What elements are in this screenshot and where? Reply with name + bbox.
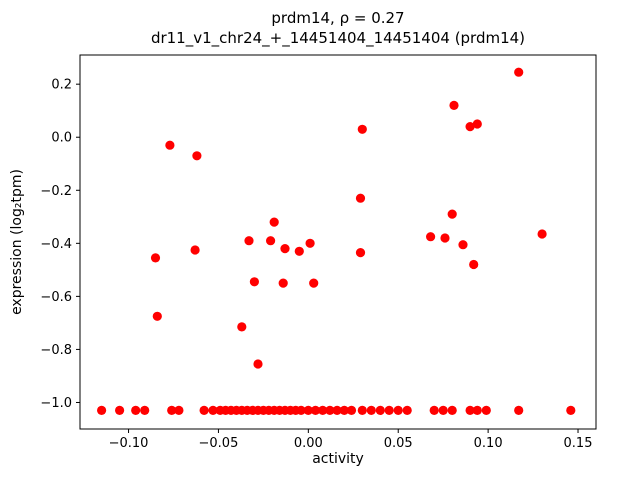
data-point — [426, 232, 436, 242]
data-point — [249, 277, 259, 287]
data-point — [339, 405, 349, 415]
x-tick-label: 0.00 — [294, 436, 323, 451]
chart-title: prdm14, ρ = 0.27 — [271, 9, 405, 27]
chart-subtitle: dr11_v1_chr24_+_14451404_14451404 (prdm1… — [150, 29, 526, 47]
y-tick-label: −0.6 — [40, 290, 72, 305]
data-point — [357, 124, 367, 134]
data-point — [384, 405, 394, 415]
data-point — [97, 405, 107, 415]
data-point — [438, 405, 448, 415]
data-point — [366, 405, 376, 415]
x-tick-label: −0.10 — [109, 436, 149, 451]
data-point — [514, 405, 524, 415]
data-point — [447, 209, 457, 219]
data-point — [472, 119, 482, 129]
x-tick-label: −0.05 — [199, 436, 239, 451]
data-point — [310, 405, 321, 415]
y-axis-label: expression (log₂tpm) — [9, 169, 25, 315]
data-point — [393, 405, 403, 415]
x-tick-label: 0.05 — [384, 436, 413, 451]
data-point — [355, 248, 366, 258]
data-point — [140, 405, 150, 415]
data-point — [465, 122, 475, 132]
data-point — [131, 405, 141, 415]
data-point — [309, 278, 319, 288]
data-point — [174, 405, 184, 415]
data-point — [167, 405, 177, 415]
data-point — [357, 405, 367, 415]
x-tick-label: 0.15 — [564, 436, 593, 451]
data-point — [305, 238, 315, 248]
data-point — [237, 322, 247, 332]
data-point — [325, 405, 335, 415]
data-point — [440, 233, 450, 243]
y-tick-label: −1.0 — [40, 396, 72, 411]
data-point — [402, 405, 412, 415]
y-tick-label: 0.2 — [51, 78, 72, 93]
data-point — [355, 193, 366, 203]
data-point — [269, 217, 279, 227]
data-point — [296, 405, 306, 415]
data-point — [469, 259, 479, 270]
data-point — [537, 229, 547, 239]
data-point — [280, 244, 290, 254]
data-point — [472, 405, 482, 415]
data-point — [318, 405, 328, 415]
data-point — [253, 359, 263, 369]
data-point — [303, 405, 313, 415]
data-point — [375, 405, 385, 415]
data-point — [481, 405, 491, 415]
data-point — [278, 278, 288, 288]
data-point — [208, 405, 218, 415]
y-tick-label: −0.2 — [40, 184, 72, 199]
y-tick-label: 0.0 — [51, 131, 72, 146]
data-point — [429, 405, 439, 415]
data-point — [332, 405, 342, 415]
data-point — [449, 100, 459, 110]
y-tick-label: −0.8 — [40, 343, 72, 358]
data-point — [458, 240, 468, 250]
x-tick-label: 0.10 — [474, 436, 503, 451]
data-point — [244, 236, 254, 246]
data-point — [150, 253, 161, 263]
data-point — [266, 236, 276, 246]
data-point — [447, 405, 457, 415]
data-point — [190, 245, 200, 255]
x-axis-label: activity — [312, 451, 364, 467]
plot-frame — [79, 54, 597, 430]
data-point — [152, 311, 162, 321]
data-point — [294, 246, 304, 256]
data-point — [199, 405, 209, 415]
data-point — [566, 405, 576, 415]
y-tick-label: −0.4 — [40, 237, 72, 252]
data-point — [465, 405, 475, 415]
data-point — [346, 405, 357, 415]
data-point — [192, 151, 202, 161]
data-point — [115, 405, 125, 415]
data-point — [165, 140, 175, 150]
data-point — [514, 67, 524, 77]
